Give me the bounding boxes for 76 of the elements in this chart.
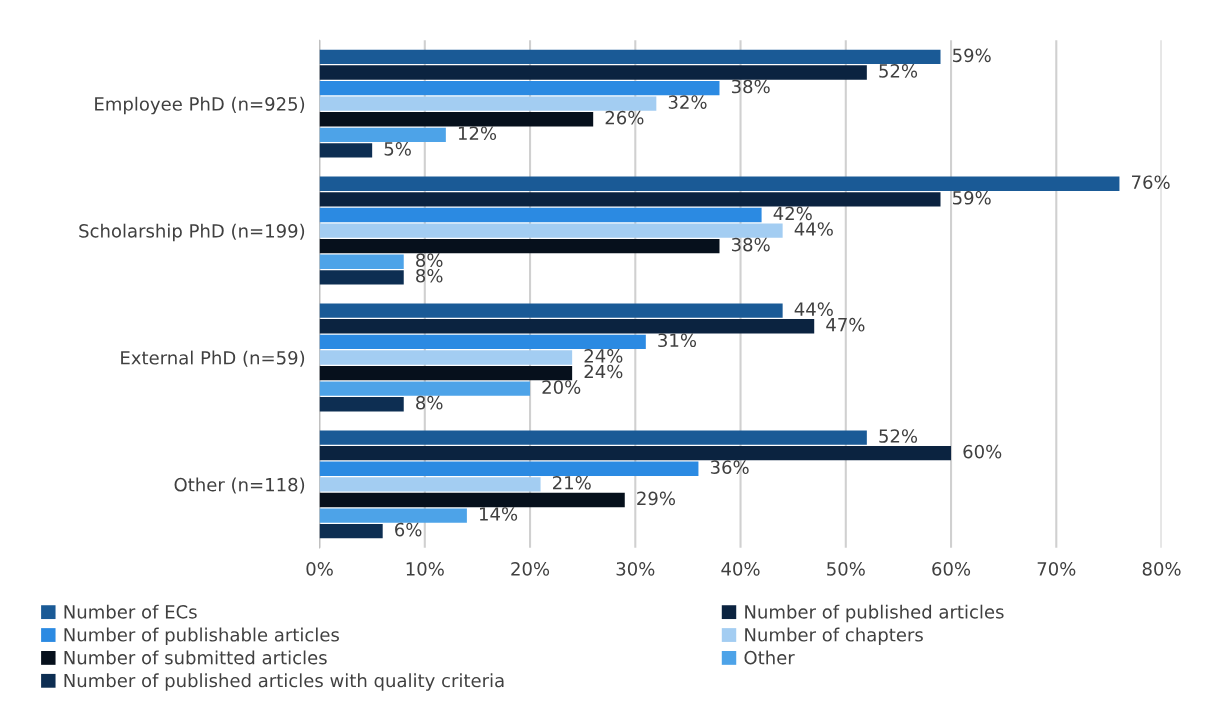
data-label: 24% — [584, 364, 623, 379]
data-label: 5% — [384, 142, 411, 156]
bar — [319, 127, 446, 143]
bar — [319, 223, 783, 238]
data-label: 42% — [773, 206, 812, 221]
bar — [319, 192, 941, 207]
bar — [319, 80, 720, 96]
data-label: 59% — [953, 48, 991, 63]
data-label: 20% — [542, 380, 581, 394]
bar — [319, 334, 646, 350]
x-tick-label: 20% — [511, 562, 550, 576]
bar — [319, 477, 541, 492]
bar — [319, 365, 573, 381]
bar — [319, 430, 867, 445]
data-label: 32% — [668, 95, 707, 109]
bar — [319, 319, 815, 334]
bar — [319, 112, 594, 127]
bar — [319, 508, 467, 523]
legend-label: Other — [744, 650, 795, 665]
data-label: 44% — [794, 302, 833, 316]
data-label: 8% — [416, 253, 443, 267]
data-label: 29% — [637, 491, 676, 506]
bar — [319, 176, 1120, 191]
legend-label: Number of publishable articles — [64, 627, 339, 646]
x-tick-label: 70% — [1037, 562, 1076, 576]
bar — [319, 96, 657, 111]
legend-label: Number of submitted articles — [64, 650, 327, 665]
data-label: 6% — [395, 522, 422, 537]
data-label: 8% — [416, 268, 443, 283]
x-tick-label: 80% — [1142, 562, 1181, 576]
data-label: 12% — [458, 126, 497, 141]
data-label: 14% — [479, 507, 518, 521]
data-label: 38% — [731, 79, 770, 94]
data-label: 59% — [953, 190, 991, 205]
y-tick-label: Scholarship PhD (n=199) — [79, 223, 305, 242]
legend-label: Number of ECs — [64, 604, 197, 619]
data-label: 8% — [416, 395, 443, 410]
x-tick-label: 0% — [306, 562, 333, 576]
x-tick-label: 10% — [406, 562, 444, 576]
legend-label: Number of published articles with quality criteria — [64, 673, 504, 691]
legend-label: Number of chapters — [745, 627, 923, 646]
data-label: 31% — [658, 333, 697, 348]
data-label: 36% — [710, 460, 749, 475]
bar — [319, 270, 404, 285]
bar — [319, 254, 404, 269]
x-tick-label: 40% — [721, 562, 760, 576]
bar — [319, 143, 373, 158]
data-label: 38% — [731, 237, 770, 252]
bar — [319, 65, 867, 80]
bar — [319, 303, 783, 318]
x-tick-label: 50% — [827, 562, 865, 576]
data-label: 26% — [605, 110, 644, 125]
y-tick-label: External PhD (n=59) — [121, 350, 305, 367]
bar — [319, 381, 531, 396]
bar — [319, 492, 625, 508]
bar — [319, 49, 941, 65]
data-label: 21% — [553, 475, 591, 490]
bar — [319, 446, 952, 461]
bar — [319, 207, 762, 223]
y-tick-label: Employee PhD (n=925) — [95, 96, 305, 115]
legend-label: Number of published articles — [745, 604, 1004, 623]
data-label: 47% — [826, 317, 865, 332]
data-label: 52% — [879, 64, 918, 78]
bar — [319, 397, 404, 412]
bar — [319, 461, 699, 476]
bar — [319, 523, 383, 539]
bar — [319, 238, 720, 254]
data-label: 24% — [584, 349, 623, 363]
data-label: 76% — [1132, 175, 1170, 190]
x-tick-label: 30% — [616, 562, 655, 576]
data-label: 44% — [794, 222, 833, 236]
y-tick-label: Other (n=118) — [174, 477, 305, 494]
bar — [319, 350, 573, 365]
x-tick-label: 60% — [932, 562, 971, 576]
data-label: 60% — [963, 444, 1002, 459]
data-label: 52% — [879, 429, 918, 443]
